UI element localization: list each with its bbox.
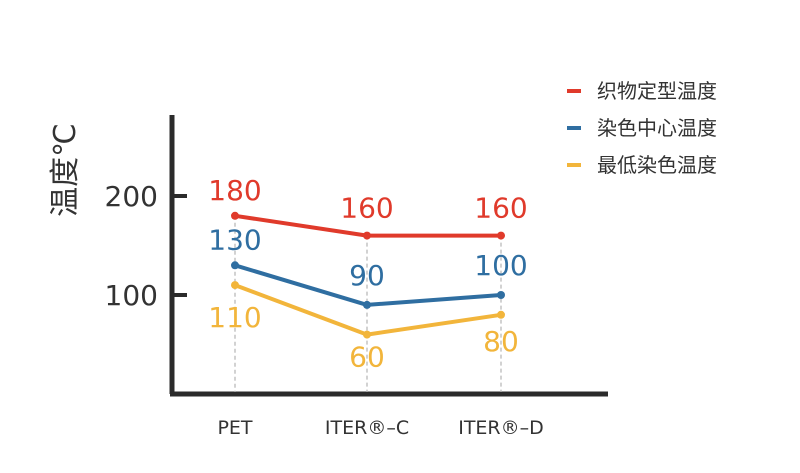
data-label-2-0: 110 xyxy=(208,301,261,334)
x-category-labels: PET ITER®–C ITER®–D xyxy=(217,417,543,439)
y-tick-label-100: 100 xyxy=(105,279,158,312)
legend-swatch-0 xyxy=(567,89,581,93)
x-category-label-2: ITER®–D xyxy=(458,417,544,439)
data-label-0-0: 180 xyxy=(208,174,261,207)
data-point-0-2 xyxy=(497,231,505,240)
data-point-1-2 xyxy=(497,291,505,299)
data-point-0-0 xyxy=(231,211,239,220)
data-point-0-1 xyxy=(363,231,371,240)
data-labels: 180 160 160 130 90 100 110 60 80 xyxy=(208,174,527,374)
y-tick-label-200: 200 xyxy=(105,180,158,213)
data-point-2-2 xyxy=(497,310,505,319)
x-category-label-0: PET xyxy=(217,417,252,439)
legend-label-1: 染色中心温度 xyxy=(597,116,717,140)
data-point-2-1 xyxy=(363,330,371,339)
data-label-2-1: 60 xyxy=(349,341,385,374)
legend-label-0: 织物定型温度 xyxy=(597,79,717,103)
data-label-0-2: 160 xyxy=(474,192,527,225)
legend-swatch-2 xyxy=(567,163,581,167)
data-label-1-2: 100 xyxy=(474,249,527,282)
legend-swatch-1 xyxy=(567,126,581,130)
data-label-0-1: 160 xyxy=(340,192,393,225)
y-axis-label: 温度℃ xyxy=(48,123,83,217)
data-label-1-0: 130 xyxy=(208,223,261,256)
data-label-1-1: 90 xyxy=(349,259,385,292)
y-ticks: 100 200 xyxy=(105,180,187,312)
series-line-2 xyxy=(234,283,502,337)
data-point-1-1 xyxy=(363,300,371,309)
data-label-2-2: 80 xyxy=(483,325,519,358)
x-category-label-1: ITER®–C xyxy=(325,417,409,439)
legend-label-2: 最低染色温度 xyxy=(597,153,717,177)
data-point-1-0 xyxy=(231,261,239,270)
series-group xyxy=(231,211,505,339)
data-point-2-0 xyxy=(231,281,239,290)
